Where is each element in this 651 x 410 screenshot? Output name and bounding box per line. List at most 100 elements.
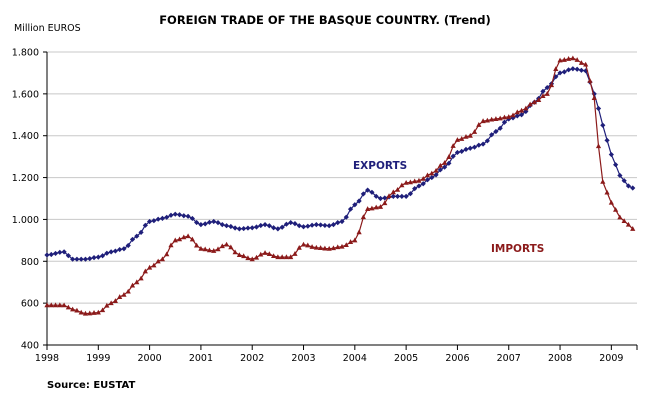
data-point-imports xyxy=(253,254,260,260)
data-point-exports xyxy=(318,222,324,228)
data-point-imports xyxy=(74,307,80,313)
data-point-exports xyxy=(518,112,525,118)
gridlines xyxy=(47,51,637,304)
data-point-imports xyxy=(347,239,354,244)
data-point-imports xyxy=(403,180,409,185)
x-tick-label: 2000 xyxy=(138,353,162,364)
data-point-exports xyxy=(262,222,268,228)
data-point-imports xyxy=(142,268,148,274)
data-point-exports xyxy=(480,141,486,147)
data-point-exports xyxy=(48,251,54,258)
y-tick-label: 800 xyxy=(21,257,39,268)
data-point-imports xyxy=(561,57,567,62)
data-point-exports xyxy=(613,162,619,168)
data-point-imports xyxy=(223,241,230,247)
data-point-imports xyxy=(343,242,349,248)
data-point-exports xyxy=(514,113,520,119)
data-point-imports xyxy=(540,93,546,99)
data-point-exports xyxy=(578,67,585,73)
data-point-exports xyxy=(125,242,131,249)
y-tick-label: 1.600 xyxy=(12,89,39,100)
x-tick-label: 2004 xyxy=(343,353,367,364)
data-point-exports xyxy=(604,137,610,143)
data-point-imports xyxy=(454,137,461,142)
data-point-exports xyxy=(309,222,315,228)
data-point-imports xyxy=(459,136,465,141)
series-imports xyxy=(44,55,636,316)
data-point-imports xyxy=(292,251,298,256)
data-point-imports xyxy=(630,226,636,231)
data-point-imports xyxy=(480,118,486,124)
data-point-exports xyxy=(44,252,50,258)
y-tick-label: 400 xyxy=(21,341,39,352)
data-point-exports xyxy=(433,172,439,178)
data-point-imports xyxy=(108,300,114,306)
data-point-imports xyxy=(493,116,499,121)
data-point-imports xyxy=(369,205,375,211)
data-point-exports xyxy=(61,249,67,255)
data-point-imports xyxy=(48,302,54,308)
data-point-imports xyxy=(565,56,572,61)
data-point-exports xyxy=(74,256,80,262)
data-point-exports xyxy=(574,66,580,72)
data-point-imports xyxy=(313,244,319,250)
data-point-exports xyxy=(292,221,298,227)
data-point-imports xyxy=(318,245,324,250)
data-point-imports xyxy=(501,114,508,120)
data-point-imports xyxy=(339,243,345,249)
data-point-exports xyxy=(300,224,307,230)
data-point-imports xyxy=(536,97,542,103)
x-tick-label: 2009 xyxy=(599,353,623,364)
data-point-imports xyxy=(176,236,183,242)
x-tick-label: 2001 xyxy=(189,353,213,364)
data-point-exports xyxy=(258,222,264,229)
data-point-exports xyxy=(87,256,93,262)
data-point-imports xyxy=(578,60,585,65)
data-point-exports xyxy=(595,105,602,112)
data-point-exports xyxy=(245,225,251,231)
data-point-exports xyxy=(241,225,247,232)
data-point-imports xyxy=(194,242,200,248)
data-point-exports xyxy=(608,151,614,158)
data-point-imports xyxy=(164,251,170,257)
data-point-imports xyxy=(484,117,490,123)
data-point-imports xyxy=(117,294,123,299)
data-point-imports xyxy=(527,101,533,107)
data-point-exports xyxy=(202,221,208,227)
data-point-exports xyxy=(270,225,277,231)
data-point-exports xyxy=(275,226,281,232)
data-point-imports xyxy=(236,252,242,258)
data-point-exports xyxy=(450,153,456,159)
data-point-exports xyxy=(181,213,187,219)
data-point-exports xyxy=(206,219,213,225)
data-point-exports xyxy=(176,212,183,218)
data-point-exports xyxy=(65,253,71,259)
data-point-exports xyxy=(484,138,490,144)
data-point-imports xyxy=(129,282,136,288)
data-point-exports xyxy=(420,181,426,187)
data-point-exports xyxy=(283,221,290,227)
data-point-imports xyxy=(91,310,97,315)
chart-title: FOREIGN TRADE OF THE BASQUE COUNTRY. (Tr… xyxy=(159,13,491,27)
data-point-exports xyxy=(476,142,482,148)
data-point-exports xyxy=(159,215,166,221)
data-point-imports xyxy=(356,229,362,235)
data-point-imports xyxy=(386,193,392,199)
y-tick-label: 1.200 xyxy=(12,173,39,184)
data-point-exports xyxy=(99,253,106,259)
data-point-exports xyxy=(356,198,362,204)
data-point-imports xyxy=(215,246,221,252)
data-point-exports xyxy=(249,225,255,231)
data-point-imports xyxy=(159,256,166,262)
data-point-exports xyxy=(198,222,204,228)
data-point-imports xyxy=(279,254,285,260)
data-point-exports xyxy=(134,233,140,239)
data-point-imports xyxy=(57,302,63,308)
data-point-exports xyxy=(138,229,144,235)
data-point-imports xyxy=(523,105,529,111)
data-point-exports xyxy=(442,164,448,170)
data-point-imports xyxy=(433,167,439,173)
data-point-exports xyxy=(335,220,341,226)
